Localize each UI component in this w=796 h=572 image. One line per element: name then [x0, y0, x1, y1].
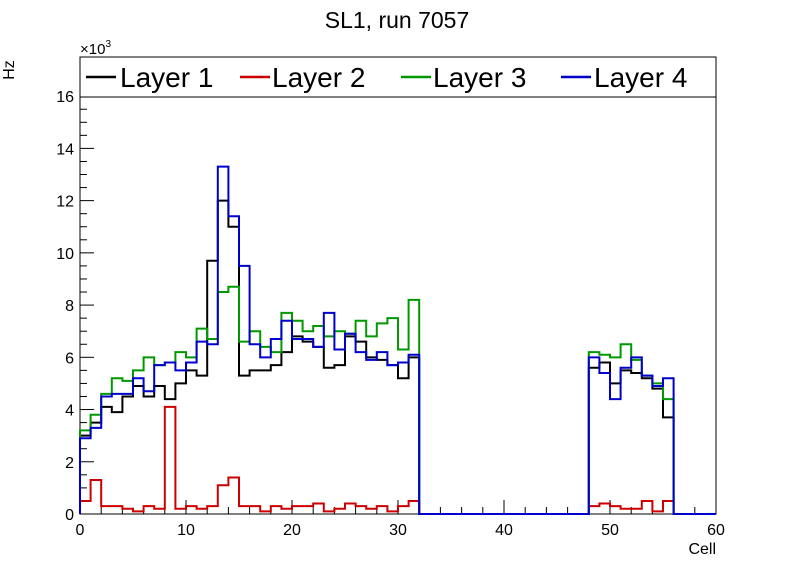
- y-tick-label: 2: [65, 455, 74, 472]
- series-line-layer-2: [79, 405, 716, 515]
- legend-label-layer-3: Layer 3: [433, 62, 526, 93]
- x-tick-label: 40: [495, 522, 513, 539]
- series-line-layer-4: [79, 165, 716, 515]
- series-group: [79, 165, 716, 515]
- legend: Layer 1 Layer 2 Layer 3 Layer 4: [79, 56, 717, 98]
- y-multiplier-exponent: 3: [105, 39, 111, 50]
- y-multiplier: ×103: [80, 39, 111, 58]
- y-tick-label: 16: [56, 89, 74, 106]
- y-tick-label: 6: [65, 350, 74, 367]
- y-tick-label: 8: [65, 298, 74, 315]
- x-axis-label: Cell: [688, 541, 716, 558]
- legend-label-layer-4: Layer 4: [594, 62, 687, 93]
- legend-box: [79, 56, 717, 98]
- x-tick-label: 60: [707, 522, 725, 539]
- y-axis-label: Hz: [1, 60, 18, 80]
- y-tick-label: 4: [65, 403, 74, 420]
- axis-ticks: 0 10 20 30 40 50 60 0 2 4 6 8 10 12 14 16: [56, 56, 725, 539]
- x-tick-label: 20: [283, 522, 301, 539]
- y-tick-label: 10: [56, 246, 74, 263]
- x-tick-label: 50: [601, 522, 619, 539]
- x-tick-label: 30: [389, 522, 407, 539]
- y-tick-label: 12: [56, 194, 74, 211]
- series-line-layer-1: [79, 199, 716, 515]
- x-tick-label: 0: [76, 522, 85, 539]
- chart-title: SL1, run 7057: [325, 7, 470, 33]
- y-tick-label: 0: [65, 507, 74, 524]
- y-tick-label: 14: [56, 141, 74, 158]
- x-tick-label: 10: [177, 522, 195, 539]
- legend-label-layer-2: Layer 2: [272, 62, 365, 93]
- y-multiplier-base: ×10: [80, 41, 105, 58]
- legend-label-layer-1: Layer 1: [120, 62, 213, 93]
